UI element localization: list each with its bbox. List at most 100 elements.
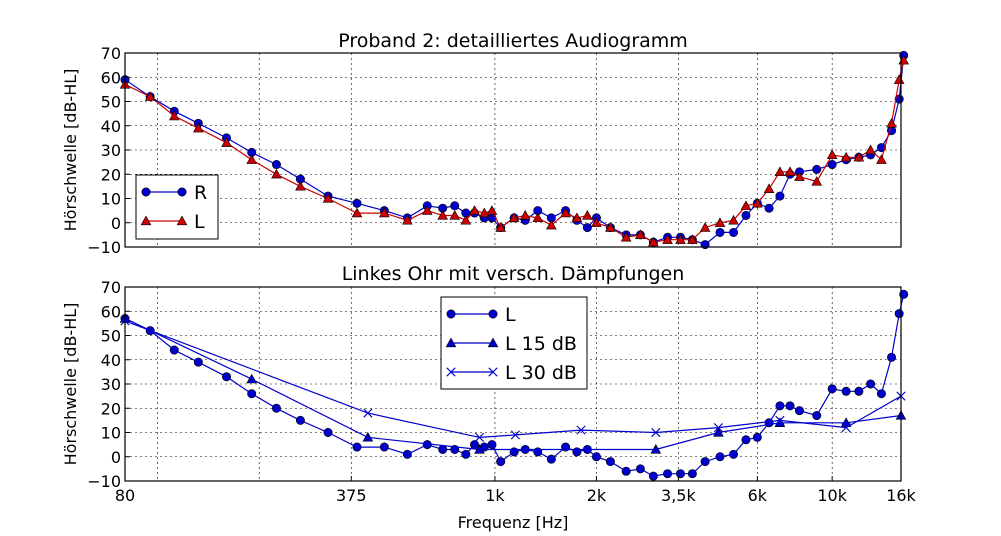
data-point <box>635 229 646 240</box>
data-point <box>752 432 762 442</box>
legend-item: R <box>141 182 207 204</box>
top-chart-ticks: 70 60 50 40 30 20 10 0 −10 <box>87 44 130 257</box>
data-point <box>421 205 433 215</box>
data-point <box>546 454 556 464</box>
data-point <box>221 137 232 147</box>
series-l <box>119 54 910 247</box>
legend-label: L 15 dB <box>505 333 577 355</box>
data-point <box>741 210 751 220</box>
legend-item: L <box>446 304 516 326</box>
data-point <box>169 345 179 355</box>
data-point <box>605 222 616 232</box>
data-point <box>648 236 659 247</box>
data-point <box>461 449 471 459</box>
data-point <box>438 444 448 454</box>
data-point <box>651 427 661 438</box>
data-point <box>827 384 837 394</box>
data-point <box>663 469 673 479</box>
data-point <box>741 435 751 445</box>
data-point <box>784 166 796 176</box>
y-tick-label: 50 <box>101 93 121 112</box>
data-point <box>811 176 823 186</box>
data-point <box>352 442 362 452</box>
data-point <box>827 160 837 170</box>
data-point <box>752 197 763 208</box>
data-point <box>532 212 544 223</box>
x-tick-label: 80 <box>115 486 135 505</box>
data-point <box>193 122 204 133</box>
data-point <box>699 222 711 232</box>
data-point <box>794 171 805 181</box>
data-point <box>876 389 886 399</box>
data-point <box>687 234 698 244</box>
data-point <box>508 212 520 223</box>
data-point <box>774 166 786 176</box>
data-point <box>437 210 448 220</box>
data-point <box>840 151 852 162</box>
bottom-chart-panel: Linkes Ohr mit versch. Dämpfungen Hörsch… <box>61 263 917 532</box>
bottom-chart-x-axis-label: Frequenz [Hz] <box>458 513 569 532</box>
data-point <box>675 469 685 479</box>
bottom-chart-legend: L L 15 dB L 30 dB <box>440 296 588 390</box>
data-point <box>402 214 413 225</box>
data-point <box>714 217 726 227</box>
data-point <box>700 457 710 467</box>
data-point <box>899 289 909 299</box>
data-point <box>576 425 586 435</box>
data-point <box>620 231 632 242</box>
data-point <box>379 442 389 452</box>
data-point <box>866 379 876 389</box>
y-tick-label: 30 <box>101 141 121 160</box>
data-point <box>193 357 203 367</box>
data-point <box>715 452 725 462</box>
data-point <box>853 151 865 162</box>
legend-marker <box>488 309 498 319</box>
y-tick-label: 30 <box>101 375 121 394</box>
data-point <box>560 207 571 218</box>
legend-marker <box>487 337 499 348</box>
data-point <box>687 469 697 479</box>
y-tick-label: 50 <box>101 327 121 346</box>
data-point <box>729 227 739 237</box>
data-point <box>893 74 905 84</box>
data-point <box>764 418 774 428</box>
data-point <box>487 440 497 450</box>
data-point <box>144 91 156 101</box>
x-tick-label: 16k <box>886 486 916 505</box>
data-point <box>271 160 281 170</box>
data-point <box>470 440 480 450</box>
series-line <box>124 320 902 439</box>
data-point <box>352 198 362 208</box>
data-point <box>460 214 472 225</box>
x-tick-label: 1k <box>485 486 505 505</box>
data-point <box>785 401 795 411</box>
data-point <box>591 217 602 227</box>
series-l-15-db <box>119 313 907 454</box>
data-point <box>841 423 851 433</box>
legend-item: L 30 dB <box>446 362 577 384</box>
legend-marker <box>176 215 188 226</box>
y-tick-label: 10 <box>101 424 121 443</box>
top-chart-panel: Proband 2: detailliertes Audiogramm Hörs… <box>61 30 910 257</box>
data-point <box>246 154 257 164</box>
data-point <box>729 449 739 459</box>
data-point <box>449 210 461 220</box>
data-point <box>894 309 904 319</box>
top-chart-legend: RL <box>135 174 219 240</box>
data-point <box>775 401 785 411</box>
legend-label: L <box>505 304 516 326</box>
data-point <box>295 415 305 425</box>
top-chart-series-group <box>119 50 910 250</box>
data-point <box>775 191 785 201</box>
y-tick-label: 40 <box>101 117 121 136</box>
data-point <box>582 210 593 220</box>
legend-marker <box>140 215 152 226</box>
data-point <box>662 234 673 244</box>
data-point <box>841 386 851 396</box>
data-point <box>865 144 876 155</box>
data-point <box>887 352 897 362</box>
data-point <box>775 415 785 425</box>
legend-label: L <box>194 211 205 233</box>
